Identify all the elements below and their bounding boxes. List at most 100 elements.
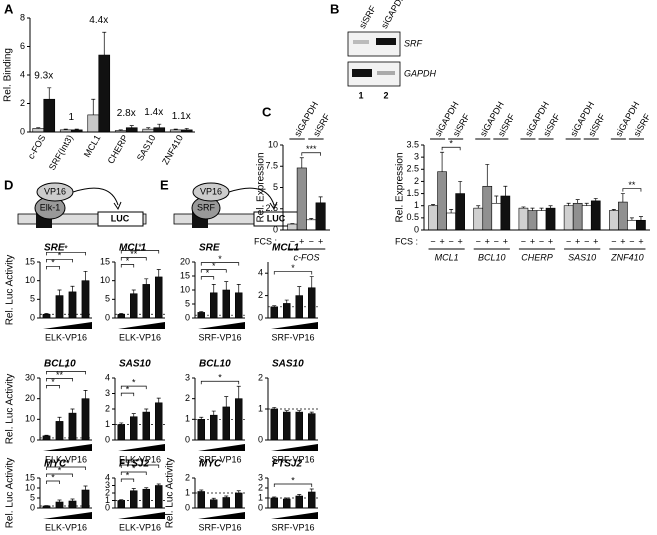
error-bar xyxy=(83,485,88,490)
y-tick-label: 10 xyxy=(25,482,35,492)
y-tick-label: 0 xyxy=(185,312,190,322)
reporter-label: LUC xyxy=(111,213,130,223)
y-tick-label: 0 xyxy=(105,312,110,322)
panel-label: D xyxy=(4,177,13,192)
error-bar xyxy=(530,207,535,211)
construct-diagram: Elk-1 VP16 LUC xyxy=(17,182,147,228)
dose-wedge xyxy=(271,512,318,519)
fcs-sign: − xyxy=(448,236,453,246)
fcs-sign: − xyxy=(290,236,295,246)
x-tick-label: SAS10 xyxy=(135,133,158,162)
error-bar xyxy=(211,284,216,293)
bar xyxy=(296,167,307,231)
fold-annotation: 2.8x xyxy=(117,108,136,119)
y-tick-label: 7.5 xyxy=(265,161,278,171)
error-bar xyxy=(70,498,75,501)
error-bar xyxy=(83,270,88,281)
error-bar xyxy=(284,410,289,413)
significance-label: * xyxy=(291,263,295,273)
lane-label: siSRF xyxy=(357,4,378,31)
fcs-sign: − xyxy=(309,236,314,246)
significance-bracket xyxy=(46,265,60,270)
y-tick-label: 15 xyxy=(180,270,190,280)
error-bar xyxy=(309,488,314,492)
bar xyxy=(572,202,583,231)
significance-label: *** xyxy=(306,144,317,154)
bar xyxy=(81,489,90,509)
fcs-sign: − xyxy=(584,236,589,246)
x-axis-label: ELK-VP16 xyxy=(45,454,87,464)
bar xyxy=(283,411,291,441)
bar xyxy=(545,207,556,231)
significance-label: * xyxy=(126,256,130,266)
error-bar xyxy=(620,193,625,203)
bar xyxy=(68,412,77,441)
bar xyxy=(437,171,447,231)
chart-title: SRE xyxy=(44,243,65,254)
y-tick-label: 0 xyxy=(20,126,25,136)
fcs-sign: + xyxy=(299,236,304,246)
dose-wedge xyxy=(198,512,245,519)
significance-bracket xyxy=(120,471,147,475)
error-bar xyxy=(458,181,463,194)
y-tick-label: 2 xyxy=(258,482,263,492)
fcs-sign: + xyxy=(318,236,323,246)
x-axis-label: ELK-VP16 xyxy=(119,454,161,464)
arrow-head xyxy=(113,201,122,211)
lane-number: 1 xyxy=(358,90,363,100)
error-bar xyxy=(156,483,161,486)
significance-bracket xyxy=(46,473,73,477)
fcs-sign: + xyxy=(548,236,553,246)
fcs-sign: + xyxy=(620,236,625,246)
significance-label: * xyxy=(218,254,222,264)
dose-wedge xyxy=(43,512,92,519)
error-bar xyxy=(119,313,124,315)
x-tick-label: ZNF410 xyxy=(610,252,644,262)
x-tick-label: MCL1 xyxy=(82,133,103,159)
bar xyxy=(618,201,628,231)
bar xyxy=(235,492,243,509)
fcs-sign: + xyxy=(439,236,444,246)
y-tick-label: 0 xyxy=(185,434,190,444)
significance-bracket xyxy=(46,258,73,263)
y-tick-label: 2 xyxy=(105,487,110,497)
error-bar xyxy=(548,205,553,209)
bar xyxy=(609,210,619,231)
y-tick-label: 2 xyxy=(258,290,263,300)
y-tick-label: 10 xyxy=(180,284,190,294)
x-axis-label: SRF-VP16 xyxy=(198,332,241,342)
y-tick-label: 1 xyxy=(258,403,263,413)
error-bar xyxy=(440,151,445,172)
error-bar xyxy=(236,490,241,493)
fcs-sign: − xyxy=(521,236,526,246)
chart-title: SRE xyxy=(199,243,220,254)
y-tick-label: 2 xyxy=(258,372,263,382)
significance-bracket xyxy=(120,392,135,397)
chart-title: MCL1 xyxy=(119,243,147,254)
y-tick-label: 15 xyxy=(25,472,35,482)
error-bar xyxy=(297,286,302,296)
fold-annotation: 1.4x xyxy=(144,107,163,118)
bar xyxy=(81,398,90,441)
significance-bracket xyxy=(200,380,240,385)
error-bar xyxy=(146,127,151,130)
error-bar xyxy=(119,422,124,425)
error-bar xyxy=(539,207,544,211)
bar xyxy=(563,205,574,231)
band xyxy=(377,71,395,75)
fcs-sign: + xyxy=(485,236,490,246)
chart-title: MYC xyxy=(44,459,67,470)
error-bar xyxy=(236,284,241,293)
significance-label: * xyxy=(51,258,55,268)
y-tick-label: 1 xyxy=(105,495,110,505)
x-axis-label: SRF-VP16 xyxy=(198,454,241,464)
panel-label: C xyxy=(262,104,272,119)
dose-wedge xyxy=(198,322,245,329)
y-tick-label: 1 xyxy=(414,200,419,210)
chart-title: MCL1 xyxy=(272,243,300,254)
error-bar xyxy=(236,385,241,399)
error-bar xyxy=(521,206,526,209)
error-bar xyxy=(74,128,79,130)
y-tick-label: 0 xyxy=(105,502,110,512)
y-tick-label: 10 xyxy=(25,275,35,285)
